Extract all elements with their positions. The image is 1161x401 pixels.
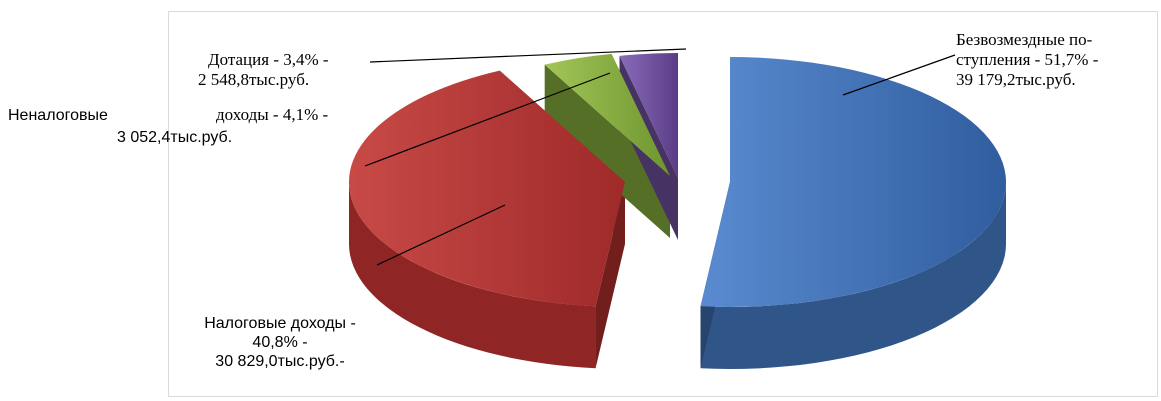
label-line: 30 829,0тыс.руб.- [215, 353, 345, 370]
label-line: Дотация - 3,4% - [208, 50, 329, 69]
label-line: 2 548,8тыс.руб. [198, 70, 310, 89]
label-line: Налоговые доходы - [204, 315, 356, 332]
data-label-dotaciya: Дотация - 3,4% - 2 548,8тыс.руб. [198, 50, 329, 90]
label-line: 39 179,2тыс.руб. [956, 70, 1076, 89]
label-line: ступления - 51,7% - [956, 50, 1099, 69]
label-line: Безвозмездные по- [956, 30, 1093, 49]
label-line: доходы - 4,1% - [216, 105, 329, 124]
leader-line-nenalogovye [364, 72, 611, 167]
label-line: 40,8% - [252, 334, 308, 351]
pie-slice-top-dotaciya [619, 53, 678, 178]
leader-line-dotaciya [369, 48, 687, 63]
pie-slice-wall-bezvozmezdnye [700, 182, 1006, 369]
data-label-nenalogovye-line1: Неналоговые [8, 106, 108, 125]
pie-slice-cut-nenalogovye [544, 64, 670, 239]
pie-slice-top-nalogovye [348, 70, 625, 307]
leader-lines [364, 48, 956, 266]
leader-line-nalogovye [376, 204, 506, 266]
plot-frame [168, 11, 1158, 397]
data-label-nalogovye: Налоговые доходы - 40,8% - 30 829,0тыс.р… [180, 314, 380, 371]
data-label-nenalogovye-line3: 3 052,4тыс.руб. [117, 128, 232, 147]
leader-line-bezvozmezdnye [842, 54, 956, 96]
label-line: 3 052,4тыс.руб. [117, 129, 233, 146]
data-label-bezvozmezdnye: Безвозмездные по- ступления - 51,7% - 39… [956, 30, 1098, 90]
label-line: Неналоговые [8, 107, 108, 124]
pie-slice-top-bezvozmezdnye [700, 57, 1006, 307]
data-label-nenalogovye-line2: доходы - 4,1% - [216, 105, 328, 125]
pie-slice-wall-nalogovye [349, 182, 596, 369]
pie-slice-top-nenalogovye [544, 53, 670, 176]
